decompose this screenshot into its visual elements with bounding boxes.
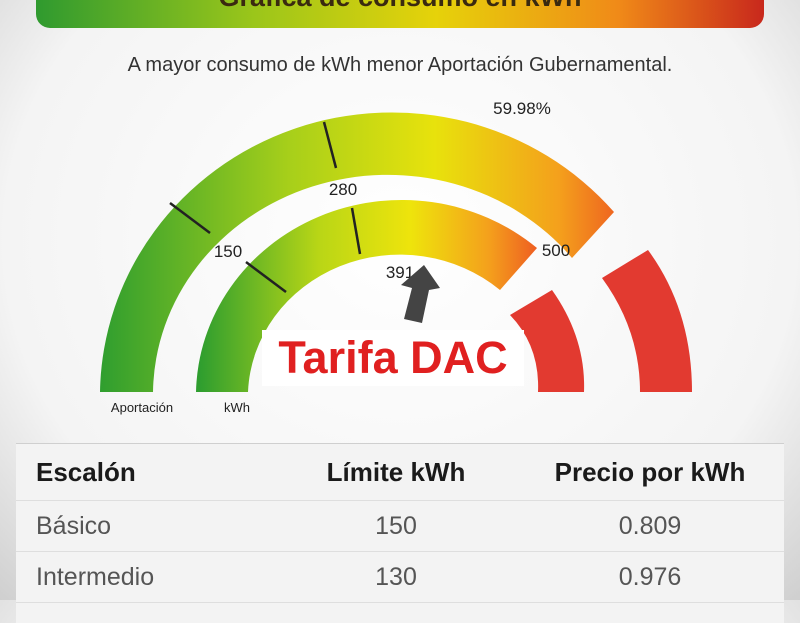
consumption-gauge: 59.98% 280 500 150 391 Aportación kWh — [100, 99, 692, 415]
inner-arc — [196, 200, 537, 392]
tarifa-dac-label: Tarifa DAC — [262, 330, 524, 386]
subtitle: A mayor consumo de kWh menor Aportación … — [127, 54, 673, 76]
banner-title: Gráfica de consumo en kWh — [218, 0, 581, 12]
header-precio: Precio por kWh — [554, 456, 746, 487]
cell-precio: 0.976 — [618, 562, 682, 591]
cell-precio: 0.809 — [618, 511, 682, 540]
cell-escalon: Básico — [36, 511, 112, 540]
outer-label-280: 280 — [329, 180, 357, 199]
table-header-row: Escalón Límite kWh Precio por kWh — [16, 444, 784, 500]
header-limite: Límite kWh — [326, 456, 466, 487]
outer-arc-caption: Aportación — [111, 400, 173, 415]
table-row: Intermedio 130 0.976 — [16, 551, 784, 602]
outer-tick-left — [169, 202, 211, 234]
current-value-label: 391 — [386, 263, 414, 282]
table-row: Básico 150 0.809 — [16, 500, 784, 551]
cell-escalon: Intermedio — [36, 562, 155, 591]
inner-tick-middle — [350, 207, 362, 255]
cell-limite: 150 — [375, 511, 417, 540]
inner-arc-caption: kWh — [224, 400, 250, 415]
cell-limite: 130 — [375, 562, 417, 591]
outer-label-500: 500 — [542, 241, 570, 260]
outer-arc-red-segment — [602, 250, 692, 392]
inner-arc-red-segment — [510, 290, 585, 392]
header-escalon: Escalón — [36, 456, 136, 487]
rate-table: Escalón Límite kWh Precio por kWh Básico… — [16, 443, 784, 623]
inner-label-150: 150 — [214, 242, 242, 261]
arrow-up-icon — [401, 265, 440, 323]
inner-tick-150 — [245, 261, 287, 293]
percent-label: 59.98% — [493, 99, 551, 118]
outer-arc — [100, 112, 614, 392]
table-row-partial — [16, 602, 784, 623]
header-banner: Gráfica de consumo en kWh — [36, 0, 764, 28]
outer-tick-280 — [322, 121, 338, 169]
